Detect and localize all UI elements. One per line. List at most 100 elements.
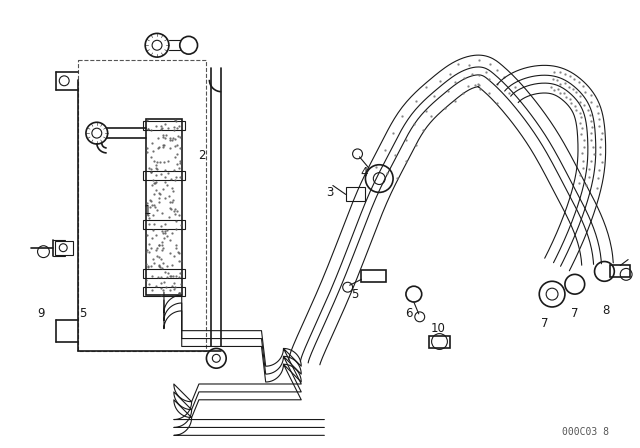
Point	[171, 173, 181, 181]
Point	[159, 279, 169, 286]
Point	[167, 184, 177, 191]
Point	[149, 179, 159, 186]
Point	[168, 187, 178, 194]
Bar	[55, 241, 73, 254]
Point	[142, 231, 152, 238]
Point	[173, 290, 184, 297]
Point	[149, 158, 159, 165]
Point	[153, 135, 163, 142]
Point	[159, 179, 170, 186]
Point	[160, 134, 170, 141]
Point	[163, 124, 173, 131]
Text: 4: 4	[361, 166, 368, 179]
Point	[142, 211, 152, 218]
Point	[143, 220, 154, 227]
Point	[143, 212, 154, 219]
Bar	[143, 220, 185, 229]
Point	[163, 269, 173, 276]
Point	[141, 260, 152, 267]
Point	[159, 228, 170, 235]
Bar	[146, 119, 182, 295]
Point	[168, 134, 178, 141]
Point	[165, 134, 175, 142]
Point	[172, 272, 182, 279]
Point	[168, 272, 179, 280]
Point	[170, 117, 180, 124]
Point	[173, 248, 184, 255]
Point	[152, 145, 163, 152]
Point	[156, 255, 166, 262]
Point	[147, 147, 157, 155]
Point	[144, 248, 154, 255]
Point	[151, 282, 161, 289]
Point	[147, 139, 157, 146]
Point	[143, 280, 154, 288]
Point	[153, 274, 163, 281]
Point	[143, 125, 153, 132]
Point	[174, 211, 184, 218]
Point	[142, 149, 152, 156]
Point	[175, 173, 185, 181]
Point	[157, 209, 167, 216]
Point	[173, 273, 184, 280]
Point	[158, 132, 168, 139]
Point	[156, 279, 166, 286]
Bar	[611, 266, 630, 277]
Point	[147, 201, 157, 208]
Point	[177, 258, 187, 265]
Point	[165, 198, 175, 206]
Text: 5: 5	[79, 307, 86, 320]
Point	[175, 133, 185, 140]
Point	[142, 116, 152, 124]
Point	[146, 262, 156, 269]
Bar	[362, 271, 386, 282]
Point	[169, 127, 179, 134]
Point	[169, 252, 179, 259]
Text: 8: 8	[603, 304, 610, 318]
Point	[156, 122, 166, 129]
Point	[175, 158, 185, 165]
Point	[164, 214, 174, 221]
Point	[150, 231, 161, 238]
Point	[169, 208, 179, 215]
Point	[154, 263, 164, 270]
Bar	[143, 121, 185, 130]
Point	[172, 124, 182, 131]
Point	[159, 142, 169, 149]
Point	[175, 144, 185, 151]
Point	[149, 220, 159, 228]
Point	[164, 193, 175, 200]
Point	[146, 245, 156, 252]
Bar	[143, 269, 185, 278]
Point	[152, 159, 163, 166]
Text: 3: 3	[326, 186, 333, 199]
Bar	[429, 336, 451, 349]
Point	[156, 170, 166, 177]
Text: 5: 5	[351, 288, 358, 301]
Point	[147, 154, 157, 161]
Point	[166, 206, 176, 213]
Point	[175, 270, 186, 277]
Point	[141, 276, 152, 284]
Point	[148, 260, 159, 267]
Point	[173, 123, 184, 130]
Point	[143, 241, 154, 248]
Point	[154, 241, 164, 248]
Point	[154, 241, 164, 249]
Point	[157, 259, 168, 267]
Text: 6: 6	[405, 307, 413, 320]
Point	[168, 285, 179, 293]
Point	[160, 121, 170, 128]
Point	[142, 246, 152, 253]
Text: 7: 7	[541, 317, 549, 330]
Text: 2: 2	[198, 149, 205, 162]
Point	[145, 215, 155, 222]
Point	[176, 222, 186, 229]
Point	[155, 190, 165, 198]
Point	[160, 229, 170, 236]
Point	[170, 226, 180, 233]
Point	[154, 143, 164, 150]
Point	[162, 273, 172, 280]
Point	[170, 205, 180, 212]
Text: 10: 10	[431, 322, 446, 335]
